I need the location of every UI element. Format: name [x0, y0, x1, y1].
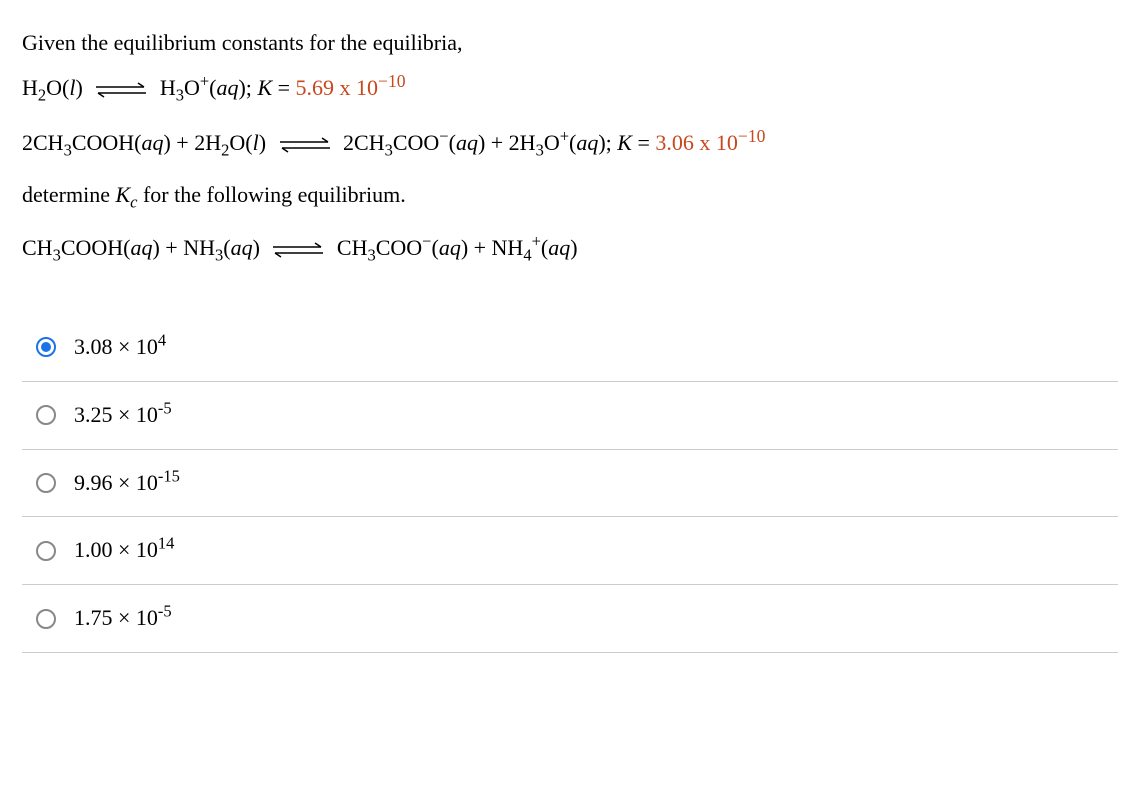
option-label: 9.96 × 10-15: [74, 468, 180, 499]
equation-2: 2CH3COOH(aq) + 2H2O(l) 2CH3COO−(aq) + 2H…: [22, 128, 1118, 159]
question-stem: Given the equilibrium constants for the …: [22, 28, 1118, 264]
option-label: 1.75 × 10-5: [74, 603, 172, 634]
intro-text: Given the equilibrium constants for the …: [22, 28, 1118, 59]
radio-button[interactable]: [36, 405, 56, 425]
radio-button[interactable]: [36, 541, 56, 561]
radio-button[interactable]: [36, 609, 56, 629]
option-label: 1.00 × 1014: [74, 535, 174, 566]
answer-option[interactable]: 1.75 × 10-5: [22, 584, 1118, 652]
determine-text: determine Kc for the following equilibri…: [22, 180, 1118, 211]
equilibrium-arrows-icon: [94, 79, 148, 101]
option-label: 3.25 × 10-5: [74, 400, 172, 431]
radio-button[interactable]: [36, 337, 56, 357]
radio-button[interactable]: [36, 473, 56, 493]
answer-options: 3.08 × 104 3.25 × 10-5 9.96 × 10-15 1.00 × …: [22, 314, 1118, 653]
equation-3: CH3COOH(aq) + NH3(aq) CH3COO−(aq) + NH4+…: [22, 233, 1118, 264]
equation-1: H2O(l) H3O+(aq); K = 5.69 x 10−10: [22, 73, 1118, 104]
equilibrium-arrows-icon: [271, 239, 325, 261]
equilibrium-arrows-icon: [278, 134, 332, 156]
answer-option[interactable]: 3.08 × 104: [22, 314, 1118, 381]
option-label: 3.08 × 104: [74, 332, 166, 363]
answer-option[interactable]: 1.00 × 1014: [22, 516, 1118, 584]
answer-option[interactable]: 9.96 × 10-15: [22, 449, 1118, 517]
answer-option[interactable]: 3.25 × 10-5: [22, 381, 1118, 449]
